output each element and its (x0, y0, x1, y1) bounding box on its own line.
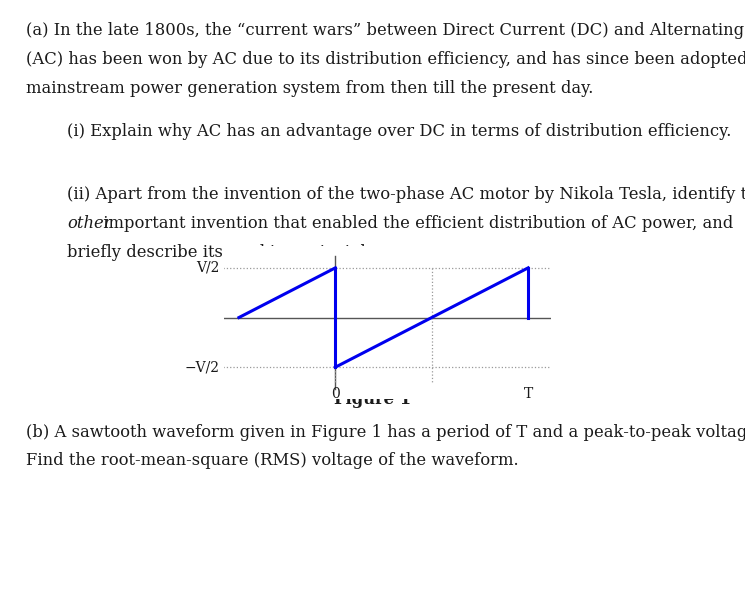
Text: T: T (524, 387, 533, 401)
Text: Find the root-mean-square (RMS) voltage of the waveform.: Find the root-mean-square (RMS) voltage … (26, 452, 519, 469)
Text: Figure 1: Figure 1 (334, 391, 411, 407)
Text: (b) A sawtooth waveform given in Figure 1 has a period of T and a peak-to-peak v: (b) A sawtooth waveform given in Figure … (26, 424, 745, 440)
Text: (i) Explain why AC has an advantage over DC in terms of distribution efficiency.: (i) Explain why AC has an advantage over… (67, 123, 732, 140)
Text: 0: 0 (331, 387, 340, 401)
Text: −V/2: −V/2 (185, 360, 220, 374)
Text: important invention that enabled the efficient distribution of AC power, and: important invention that enabled the eff… (98, 215, 733, 232)
Text: (a) In the late 1800s, the “current wars” between Direct Current (DC) and Altern: (a) In the late 1800s, the “current wars… (26, 22, 745, 39)
Text: (ii) Apart from the invention of the two-phase AC motor by Nikola Tesla, identif: (ii) Apart from the invention of the two… (67, 186, 745, 203)
Text: briefly describe its working principles.: briefly describe its working principles. (67, 244, 389, 260)
Text: (AC) has been won by AC due to its distribution efficiency, and has since been a: (AC) has been won by AC due to its distr… (26, 51, 745, 68)
Text: V/2: V/2 (196, 261, 220, 275)
Text: mainstream power generation system from then till the present day.: mainstream power generation system from … (26, 80, 594, 97)
Text: other: other (67, 215, 112, 232)
